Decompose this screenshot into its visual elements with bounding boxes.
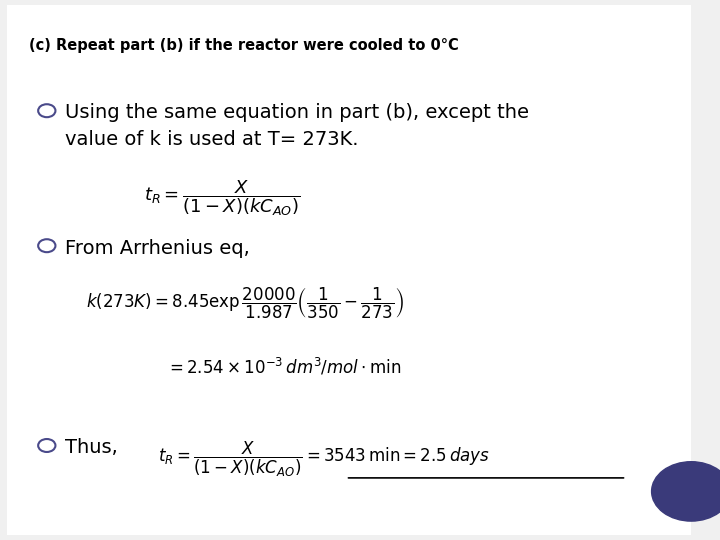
Text: Thus,: Thus, [65, 438, 117, 457]
FancyBboxPatch shape [7, 5, 691, 535]
Text: (c) Repeat part (b) if the reactor were cooled to 0°C: (c) Repeat part (b) if the reactor were … [29, 38, 459, 53]
Text: $t_R = \dfrac{X}{(1-X)(kC_{AO})}$: $t_R = \dfrac{X}{(1-X)(kC_{AO})}$ [144, 178, 300, 218]
Circle shape [38, 239, 55, 252]
Circle shape [38, 439, 55, 452]
Text: $= 2.54\times10^{-3}\,dm^3/mol\cdot\mathrm{min}$: $= 2.54\times10^{-3}\,dm^3/mol\cdot\math… [166, 356, 401, 377]
Text: $k(273K) = 8.45\exp\dfrac{20000}{1.987}\left(\dfrac{1}{350} - \dfrac{1}{273}\rig: $k(273K) = 8.45\exp\dfrac{20000}{1.987}\… [86, 286, 405, 321]
Circle shape [38, 104, 55, 117]
Circle shape [652, 462, 720, 521]
Text: From Arrhenius eq,: From Arrhenius eq, [65, 239, 250, 258]
Text: value of k is used at T= 273K.: value of k is used at T= 273K. [65, 130, 359, 148]
Text: Using the same equation in part (b), except the: Using the same equation in part (b), exc… [65, 103, 528, 122]
Text: $t_R = \dfrac{X}{(1-X)(kC_{AO})} = 3543\,\mathrm{min} = 2.5\,days$: $t_R = \dfrac{X}{(1-X)(kC_{AO})} = 3543\… [158, 440, 490, 480]
